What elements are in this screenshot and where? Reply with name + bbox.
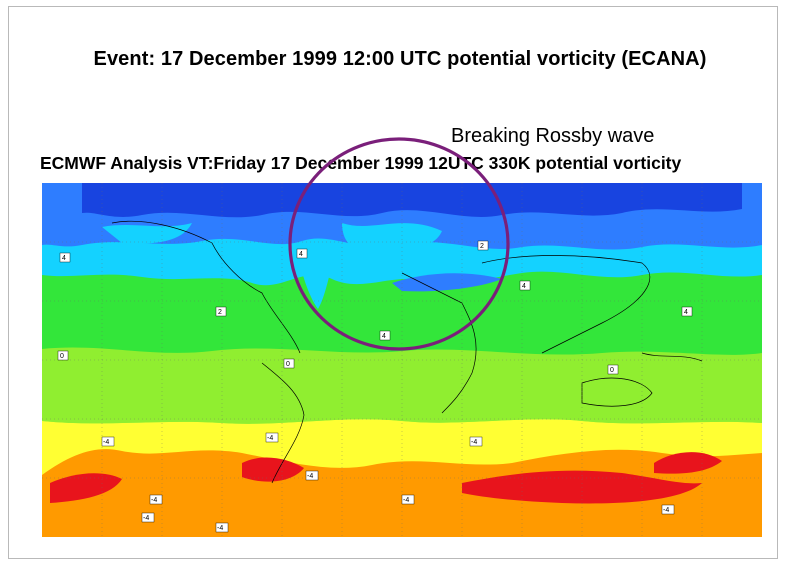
contour-label: -4 xyxy=(469,436,483,447)
figure-frame xyxy=(8,6,778,559)
svg-text:2: 2 xyxy=(480,243,484,250)
contour-label: -4 xyxy=(401,494,415,505)
svg-text:-4: -4 xyxy=(307,473,313,480)
band-light-green xyxy=(42,347,762,424)
contour-label: -4 xyxy=(215,522,229,533)
svg-text:-4: -4 xyxy=(267,435,273,442)
svg-text:0: 0 xyxy=(60,353,64,360)
svg-text:-4: -4 xyxy=(403,497,409,504)
event-title: Event: 17 December 1999 12:00 UTC potent… xyxy=(93,48,707,70)
svg-text:4: 4 xyxy=(684,309,688,316)
svg-text:0: 0 xyxy=(610,367,614,374)
svg-text:-4: -4 xyxy=(663,507,669,514)
contour-label: 4 xyxy=(681,306,693,317)
contour-label: -4 xyxy=(149,494,163,505)
svg-text:-4: -4 xyxy=(217,525,223,532)
svg-text:-4: -4 xyxy=(471,439,477,446)
contour-label: 0 xyxy=(57,350,69,361)
svg-text:-4: -4 xyxy=(151,497,157,504)
contour-label: 0 xyxy=(283,358,295,369)
band-red-4 xyxy=(654,452,722,474)
contour-label: 4 xyxy=(519,280,531,291)
svg-text:-4: -4 xyxy=(103,439,109,446)
contour-label: -4 xyxy=(305,470,319,481)
contour-label: 0 xyxy=(607,364,619,375)
contour-label: 2 xyxy=(477,240,489,251)
band-red-2 xyxy=(242,457,304,482)
svg-text:0: 0 xyxy=(286,361,290,368)
map-title: ECMWF Analysis VT:Friday 17 December 199… xyxy=(40,153,682,173)
annotation-label: Breaking Rossby wave xyxy=(451,125,655,147)
contour-label: 4 xyxy=(296,248,308,259)
contour-label: -4 xyxy=(101,436,115,447)
svg-text:4: 4 xyxy=(62,255,66,262)
contour-label: 2 xyxy=(215,306,227,317)
svg-text:2: 2 xyxy=(218,309,222,316)
svg-text:4: 4 xyxy=(522,283,526,290)
svg-text:4: 4 xyxy=(382,333,386,340)
contour-label: -4 xyxy=(141,512,155,523)
svg-text:4: 4 xyxy=(299,251,303,258)
contour-label: -4 xyxy=(661,504,675,515)
cyan-streamer-2 xyxy=(102,223,192,244)
contour-label: 4 xyxy=(379,330,391,341)
contour-label: -4 xyxy=(265,432,279,443)
pv-map: 4 4 2 4 2 4 4 0 0 0 -4 -4 -4 -4 -4 -4 -4… xyxy=(42,183,762,537)
contour-label: 4 xyxy=(59,252,71,263)
band-red-1 xyxy=(50,473,122,503)
svg-text:-4: -4 xyxy=(143,515,149,522)
